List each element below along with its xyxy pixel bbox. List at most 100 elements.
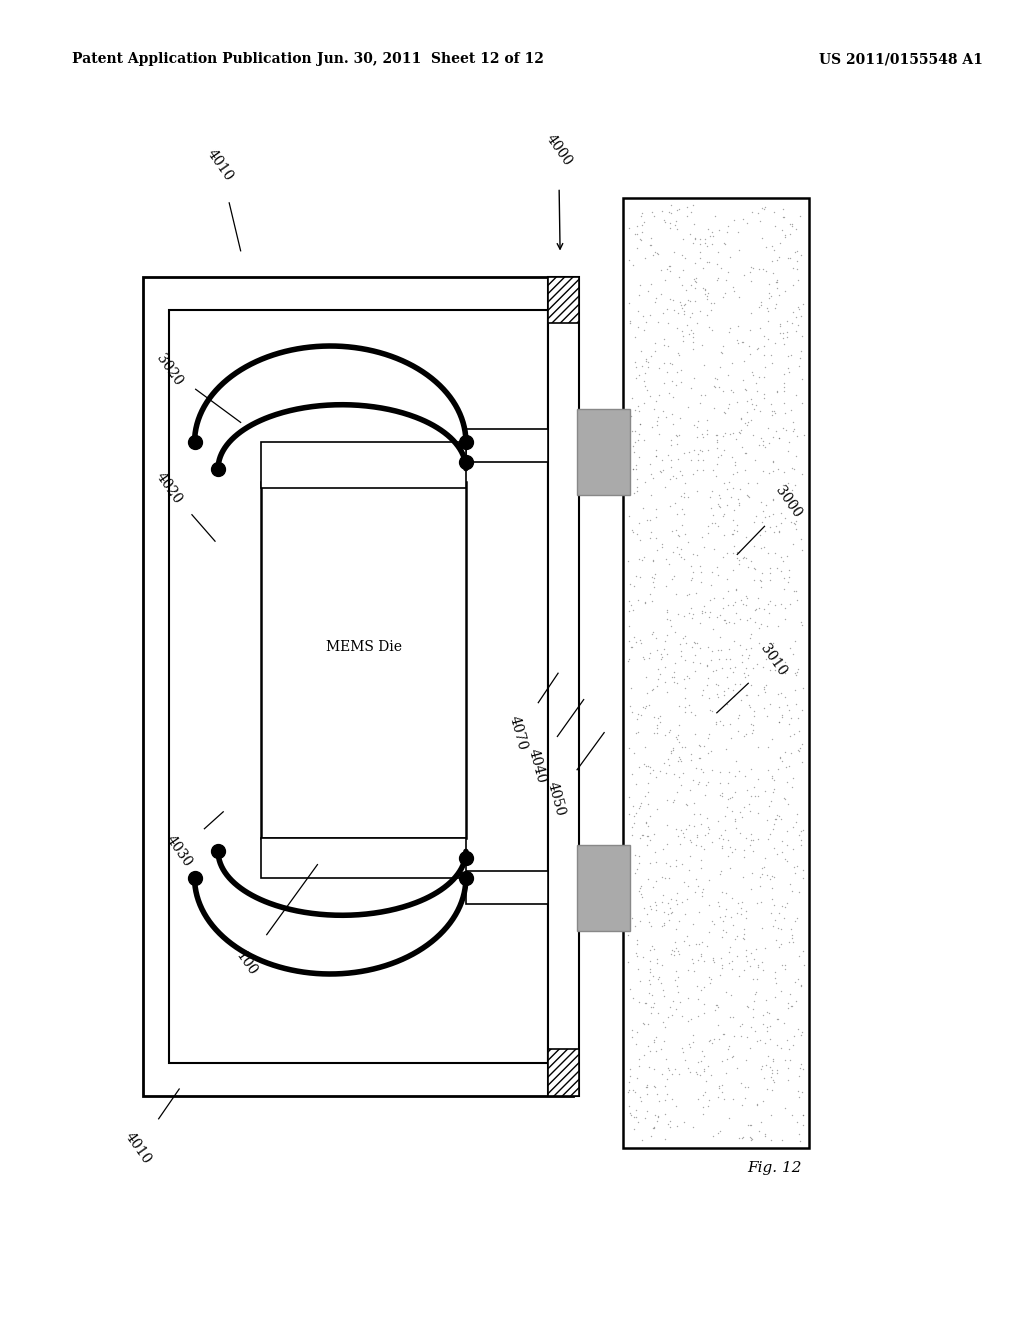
Point <box>671 267 687 288</box>
Point <box>719 494 735 515</box>
Point <box>688 869 705 890</box>
Point <box>749 380 765 401</box>
Point <box>743 550 760 572</box>
Bar <box>577 845 630 931</box>
Point <box>626 1106 642 1127</box>
Point <box>670 725 686 746</box>
Point <box>730 422 746 444</box>
Point <box>692 759 709 780</box>
Point <box>782 345 799 366</box>
Point <box>687 1061 703 1082</box>
Point <box>728 751 744 772</box>
Point <box>688 758 705 779</box>
Point <box>727 808 743 829</box>
Point <box>662 469 678 490</box>
Point <box>724 842 740 863</box>
Point <box>694 1040 711 1061</box>
Point <box>674 244 690 265</box>
Point <box>709 429 725 450</box>
Point <box>784 484 801 506</box>
Point <box>635 647 651 668</box>
Point <box>735 209 752 230</box>
Point <box>736 1088 753 1109</box>
Point <box>768 293 784 314</box>
Point <box>654 400 671 421</box>
Point <box>679 888 695 909</box>
Point <box>692 440 709 461</box>
Point <box>713 948 729 969</box>
Point <box>642 950 658 972</box>
Point <box>756 678 772 700</box>
Point <box>791 297 807 318</box>
Point <box>796 425 812 446</box>
Point <box>621 292 637 313</box>
Point <box>681 694 697 715</box>
Point <box>632 1086 648 1107</box>
Point <box>741 800 758 821</box>
Point <box>792 1065 808 1086</box>
Point <box>662 609 678 630</box>
Point <box>681 1061 697 1082</box>
Point <box>672 544 688 565</box>
Point <box>650 1105 667 1126</box>
Point <box>790 425 806 446</box>
Point <box>740 793 757 814</box>
Point <box>654 979 671 1001</box>
Point <box>784 313 801 334</box>
Point <box>726 685 742 706</box>
Point <box>630 1111 646 1133</box>
Point <box>756 598 772 619</box>
Point <box>759 865 775 886</box>
Point <box>676 549 692 570</box>
Point <box>785 1026 802 1047</box>
Point <box>692 556 709 577</box>
Point <box>711 828 727 849</box>
Point <box>642 805 658 826</box>
Point <box>720 638 736 659</box>
Point <box>727 455 743 477</box>
Point <box>731 492 748 513</box>
Point <box>699 424 716 445</box>
Point <box>688 933 705 954</box>
Point <box>737 639 754 660</box>
Point <box>690 449 707 470</box>
Point <box>778 756 795 777</box>
Point <box>630 589 646 610</box>
Point <box>719 568 735 589</box>
Point <box>796 859 812 880</box>
Point <box>775 376 792 397</box>
Point <box>698 675 715 696</box>
Point <box>676 1111 692 1133</box>
Point <box>766 894 782 915</box>
Point <box>762 590 778 611</box>
Point <box>759 1020 775 1041</box>
Point <box>632 630 648 651</box>
Point <box>780 358 797 379</box>
Point <box>700 743 717 764</box>
Text: Jun. 30, 2011  Sheet 12 of 12: Jun. 30, 2011 Sheet 12 of 12 <box>316 53 544 66</box>
Point <box>649 659 666 680</box>
Point <box>685 651 701 672</box>
Point <box>781 714 798 735</box>
Point <box>631 1056 647 1077</box>
Bar <box>466 871 548 904</box>
Point <box>711 484 727 506</box>
Point <box>620 849 636 870</box>
Point <box>659 814 676 836</box>
Point <box>680 987 696 1008</box>
Point <box>641 510 657 531</box>
Point <box>770 616 786 638</box>
Point <box>742 623 759 644</box>
Point <box>672 748 688 770</box>
Point <box>626 482 642 503</box>
Point <box>662 719 678 741</box>
Point <box>700 688 717 709</box>
Point <box>649 540 666 561</box>
Point <box>633 876 649 898</box>
Point <box>743 862 760 883</box>
Point <box>671 1064 687 1085</box>
Point <box>640 869 656 890</box>
Point <box>631 853 647 874</box>
Point <box>710 810 726 832</box>
Point <box>795 820 811 841</box>
